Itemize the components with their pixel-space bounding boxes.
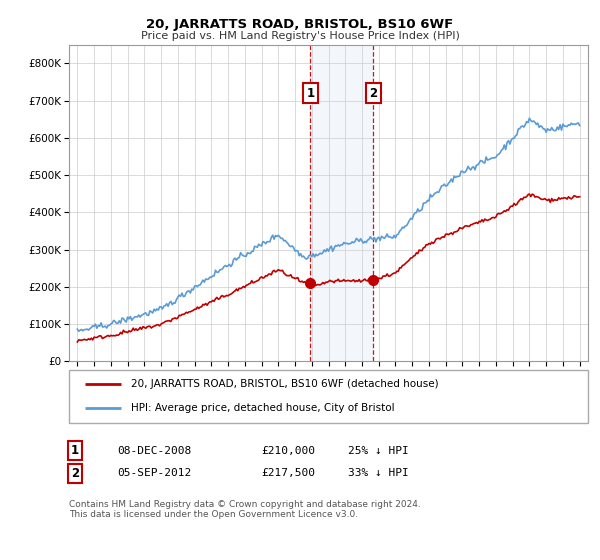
- Text: 1: 1: [307, 87, 314, 100]
- Text: 25% ↓ HPI: 25% ↓ HPI: [348, 446, 409, 456]
- Text: 2: 2: [71, 466, 79, 480]
- Text: 08-DEC-2008: 08-DEC-2008: [117, 446, 191, 456]
- Text: 33% ↓ HPI: 33% ↓ HPI: [348, 468, 409, 478]
- Text: 20, JARRATTS ROAD, BRISTOL, BS10 6WF (detached house): 20, JARRATTS ROAD, BRISTOL, BS10 6WF (de…: [131, 380, 439, 390]
- Text: 1: 1: [71, 444, 79, 458]
- Text: 2: 2: [369, 87, 377, 100]
- Bar: [310, 45, 373, 361]
- Text: Contains HM Land Registry data © Crown copyright and database right 2024.
This d: Contains HM Land Registry data © Crown c…: [69, 500, 421, 519]
- Text: £210,000: £210,000: [261, 446, 315, 456]
- Text: 05-SEP-2012: 05-SEP-2012: [117, 468, 191, 478]
- Text: £217,500: £217,500: [261, 468, 315, 478]
- Text: HPI: Average price, detached house, City of Bristol: HPI: Average price, detached house, City…: [131, 403, 395, 413]
- Text: Price paid vs. HM Land Registry's House Price Index (HPI): Price paid vs. HM Land Registry's House …: [140, 31, 460, 41]
- FancyBboxPatch shape: [69, 370, 588, 423]
- Text: 20, JARRATTS ROAD, BRISTOL, BS10 6WF: 20, JARRATTS ROAD, BRISTOL, BS10 6WF: [146, 18, 454, 31]
